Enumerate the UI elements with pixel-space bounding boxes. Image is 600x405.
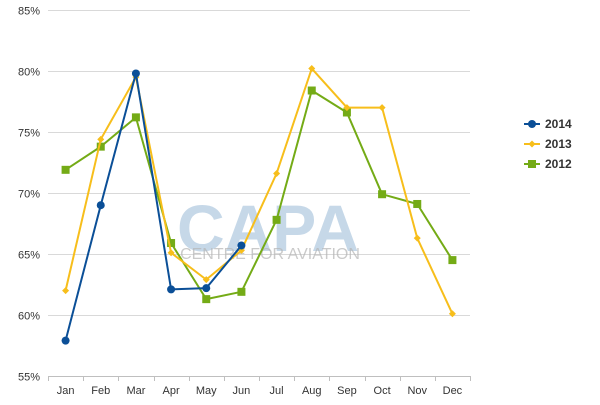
y-tick-label: 60% [18,311,40,323]
data-point-2012 [202,295,211,304]
data-point-2012 [272,215,281,224]
y-tick-label: 65% [18,250,40,262]
data-point-2012 [167,239,176,248]
data-point-2012 [342,108,351,117]
data-point-2014 [96,201,105,210]
data-point-2014 [167,285,176,294]
legend-item-2013[interactable]: 2013 [524,137,572,151]
legend-marker [528,120,536,128]
data-point-2013 [273,169,281,177]
x-tick-label: Mar [126,385,145,397]
series-lines [61,65,457,345]
x-tick-label: Jun [233,385,251,397]
y-tick-label: 80% [18,67,40,79]
data-point-2014 [237,241,246,250]
legend-label: 2013 [545,137,572,151]
x-tick-label: Feb [91,385,110,397]
data-point-2013 [62,287,70,295]
data-point-2013 [378,104,386,112]
data-point-2012 [61,165,70,174]
data-point-2013 [167,249,175,257]
data-point-2014 [202,284,211,293]
data-point-2013 [308,65,316,73]
axes: 55% 60% 65% 70% 75% 80% 85% Jan Feb Mar Apr May Jun J… [18,6,471,397]
data-point-2013 [413,234,421,242]
data-point-2013 [448,310,456,318]
legend-marker [528,160,536,168]
series-2013 [62,65,456,318]
data-point-2014 [131,69,140,78]
data-point-2012 [448,256,457,265]
legend-item-2012[interactable]: 2012 [524,157,572,171]
x-tick-label: Oct [374,385,391,397]
y-tick-label: 75% [18,128,40,140]
data-point-2012 [96,142,105,151]
series-line-2013 [64,67,454,315]
x-tick-label: Apr [163,385,180,397]
data-point-2013 [202,276,210,284]
series-line-2012 [65,89,454,301]
legend: 2014 2013 2012 [524,117,572,171]
series-2014 [61,69,246,345]
watermark-logo: CAPA [177,191,359,265]
legend-label: 2014 [545,117,572,131]
series-2012 [61,86,457,304]
y-tick-label: 85% [18,6,40,18]
y-tick-label: 55% [18,372,40,384]
x-tick-label: Nov [407,385,427,397]
x-tick-label: Sep [337,385,357,397]
data-point-2012 [413,199,422,208]
series-line-2014 [64,72,243,341]
capa-watermark: CAPA CENTRE FOR AVIATION [177,191,360,265]
data-point-2014 [61,336,70,345]
legend-item-2014[interactable]: 2014 [524,117,572,131]
data-point-2013 [97,135,105,143]
x-tick-label: May [196,385,217,397]
data-point-2012 [378,190,387,199]
data-point-2013 [343,104,351,112]
data-point-2012 [307,86,316,95]
x-tick-label: Aug [302,385,322,397]
watermark-subtitle: CENTRE FOR AVIATION [180,246,360,263]
x-tick-label: Jul [270,385,284,397]
x-tick-label: Dec [443,385,463,397]
data-point-2012 [237,287,246,296]
legend-label: 2012 [545,157,572,171]
x-tick-label: Jan [57,385,75,397]
y-tick-label: 70% [18,189,40,201]
data-point-2012 [131,113,140,122]
legend-marker [528,140,536,148]
